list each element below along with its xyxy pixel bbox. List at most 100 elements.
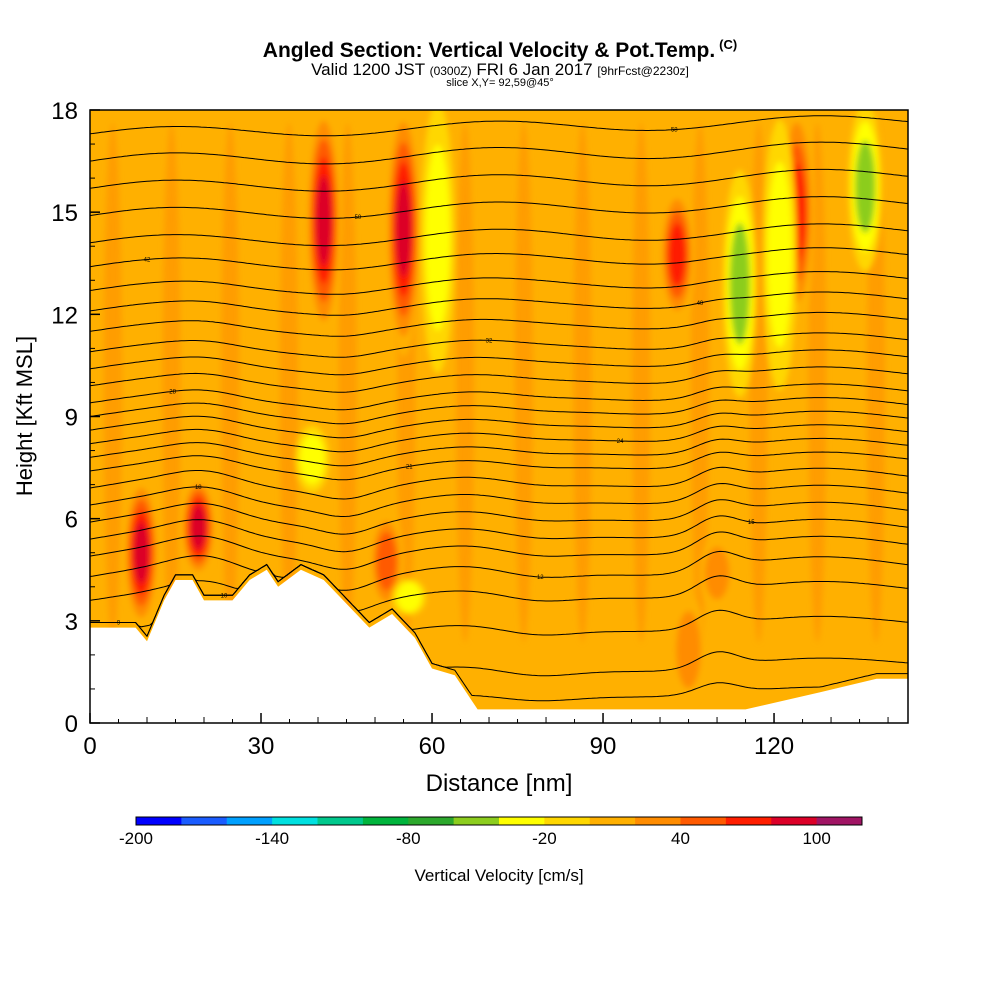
- colorbar-swatch: [408, 817, 455, 825]
- y-tick-label: 15: [51, 200, 78, 227]
- colorbar-tick-label: -200: [119, 829, 153, 848]
- isentrope-line: [90, 424, 908, 453]
- isentrope-line: [90, 451, 908, 481]
- y-tick-label: 18: [51, 98, 78, 125]
- isentrope-line: [90, 531, 908, 570]
- updraft-core: [704, 546, 730, 600]
- colorbar-tick-label: -140: [255, 829, 289, 848]
- colorbar-swatch: [453, 817, 500, 825]
- isentrope-label: 40: [697, 301, 704, 307]
- isentrope-label: 18: [195, 485, 202, 491]
- downdraft-core: [855, 140, 876, 233]
- isentrope-line: [90, 499, 908, 535]
- isentrope-line: [90, 515, 908, 553]
- colorbar-swatch: [136, 817, 182, 825]
- isentrope-label: 12: [537, 575, 544, 581]
- downdraft-core: [396, 582, 422, 612]
- y-tick-label: 6: [65, 507, 78, 534]
- plot-area: 9 10 12 15 18 21 24 28 32 40 42 50 58: [90, 110, 908, 723]
- colorbar: -200 -140 -80 -20 40 100: [119, 816, 863, 848]
- isentrope-label: 28: [169, 389, 176, 395]
- isentrope-line: [90, 223, 908, 247]
- colorbar-swatch: [317, 817, 364, 825]
- isentrope-line: [90, 271, 908, 295]
- colorbar-swatch: [589, 817, 636, 825]
- isentrope-line: [90, 410, 908, 439]
- valid-utc: (0300Z): [429, 64, 472, 78]
- chart-title: Angled Section: Vertical Velocity & Pot.…: [0, 37, 1000, 63]
- isentrope-line: [90, 141, 908, 165]
- isentrope-line: [90, 366, 908, 393]
- y-tick-label: 3: [65, 609, 78, 636]
- downdraft-core: [425, 144, 451, 331]
- isentrope-line: [90, 168, 908, 192]
- ambient-bands: [103, 122, 886, 643]
- updraft-core: [190, 504, 206, 550]
- isentrope-label: 9: [117, 621, 121, 627]
- isentrope-line: [90, 291, 908, 316]
- velocity-cores: [124, 110, 883, 704]
- isentrope-label: 58: [671, 128, 678, 134]
- y-tick-label: 12: [51, 302, 78, 329]
- updraft-core: [395, 181, 412, 277]
- colorbar-tick-label: -80: [396, 829, 421, 848]
- downdraft-core: [729, 222, 750, 345]
- copyright-mark: (C): [719, 37, 738, 52]
- isentropes: 9 10 12 15 18 21 24 28 32 40 42 50 58: [90, 115, 908, 702]
- terrain: [90, 569, 908, 723]
- x-axis-label: Distance [nm]: [426, 770, 573, 797]
- isentrope-label: 10: [221, 593, 228, 599]
- valid-date: FRI 6 Jan 2017: [476, 60, 593, 79]
- colorbar-tick-label: 40: [671, 829, 690, 848]
- isentrope-label: 32: [486, 338, 493, 344]
- colorbar-swatch: [680, 817, 727, 825]
- colorbar-swatch: [226, 817, 273, 825]
- colorbar-swatch: [499, 817, 545, 825]
- isentrope-line: [90, 332, 908, 358]
- colorbar-swatch: [181, 817, 228, 825]
- isentrope-line: [90, 247, 908, 271]
- isentrope-line: [90, 482, 908, 517]
- ambient-band: [456, 122, 475, 643]
- isentrope-line: [90, 563, 908, 612]
- colorbar-swatch: [725, 817, 772, 825]
- isentrope-line: [90, 466, 908, 500]
- isentrope-line: [90, 383, 908, 411]
- updraft-core: [668, 222, 686, 287]
- x-tick-label: 30: [248, 733, 275, 760]
- isentrope-line: [90, 437, 908, 467]
- ambient-band: [279, 122, 298, 643]
- colorbar-tick-label: 100: [802, 829, 830, 848]
- x-tick-label: 0: [83, 733, 96, 760]
- isentrope-label: 50: [355, 215, 362, 221]
- isentrope-label: 21: [406, 464, 413, 470]
- ambient-band: [573, 122, 592, 643]
- isentrope-line: [90, 550, 908, 591]
- valid-time: Valid 1200 JST: [311, 60, 425, 79]
- isentrope-line: [90, 311, 908, 337]
- colorbar-swatch: [362, 817, 409, 825]
- ambient-band: [514, 122, 533, 643]
- x-tick-label: 60: [419, 733, 446, 760]
- x-tick-label: 120: [754, 733, 794, 760]
- y-tick-label: 0: [65, 711, 78, 738]
- isentrope-line: [90, 397, 908, 425]
- y-axis-label: Height [Kft MSL]: [12, 336, 37, 496]
- axes: 0 30 60 90 120 0 3 6 9 12 15 18: [51, 98, 889, 760]
- colorbar-swatch: [816, 817, 863, 825]
- updraft-core: [376, 531, 397, 591]
- ambient-band: [690, 122, 709, 643]
- colorbar-swatch: [544, 817, 591, 825]
- forecast-info: [9hrFcst@2230z]: [597, 64, 689, 78]
- isentrope-label: 24: [617, 439, 624, 445]
- isentrope-line: [90, 196, 908, 219]
- isentrope-label: 15: [748, 520, 755, 526]
- colorbar-swatch: [771, 817, 818, 825]
- colorbar-swatch: [635, 817, 681, 825]
- x-tick-label: 90: [590, 733, 617, 760]
- ambient-band: [632, 122, 651, 643]
- updraft-core: [316, 175, 332, 266]
- downdraft-core: [299, 434, 325, 485]
- updraft-core: [676, 611, 701, 689]
